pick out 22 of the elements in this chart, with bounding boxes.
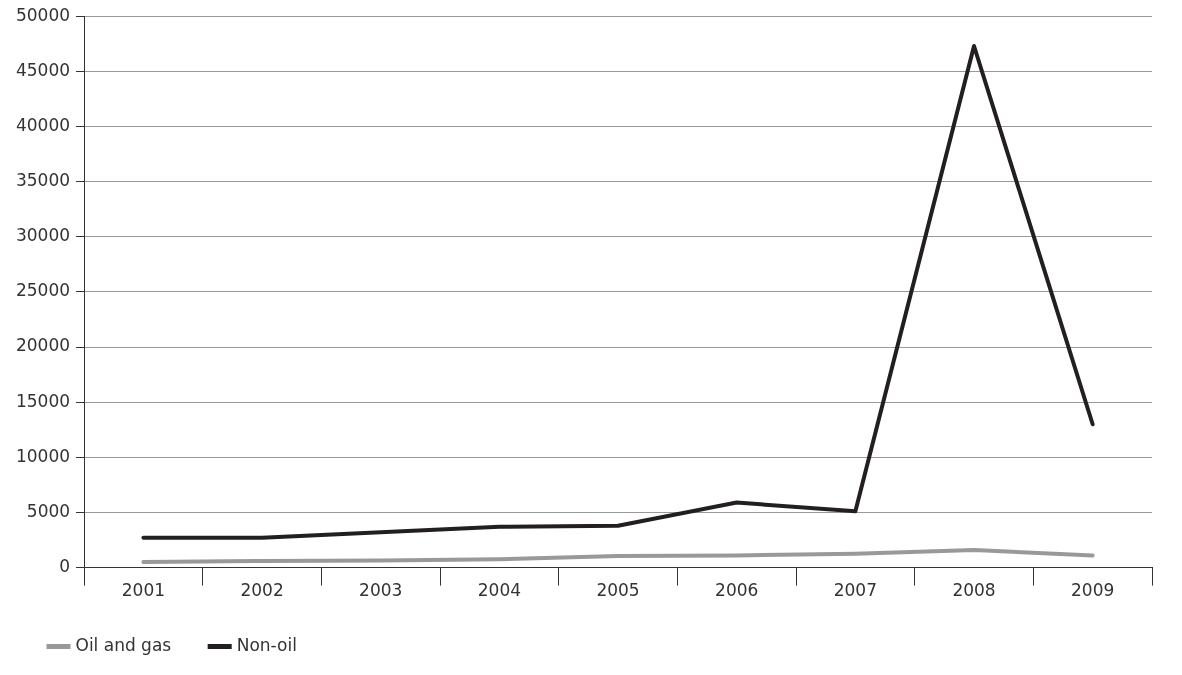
y-tick-label: 40000 bbox=[15, 114, 71, 135]
x-tick-label: 2004 bbox=[477, 580, 522, 601]
y-tick-label: 25000 bbox=[15, 280, 71, 301]
y-tick-label: 0 bbox=[59, 556, 71, 577]
x-tick-label: 2009 bbox=[1071, 580, 1115, 601]
y-tick-label: 15000 bbox=[15, 390, 71, 411]
y-tick-label: 45000 bbox=[15, 59, 71, 80]
legend-label: Non-oil bbox=[236, 634, 297, 655]
x-tick-label: 2007 bbox=[833, 580, 877, 601]
y-tick-label: 20000 bbox=[15, 335, 71, 356]
x-tick-label: 2006 bbox=[715, 580, 759, 601]
y-tick-label: 5000 bbox=[26, 500, 71, 521]
y-tick-label: 50000 bbox=[15, 4, 71, 25]
x-tick-label: 2001 bbox=[121, 580, 166, 601]
y-tick-label: 30000 bbox=[15, 225, 71, 246]
y-tick-label: 35000 bbox=[15, 170, 71, 191]
y-tick-label: 10000 bbox=[15, 445, 71, 466]
x-tick-label: 2005 bbox=[596, 580, 640, 601]
x-tick-label: 2008 bbox=[952, 580, 996, 601]
x-tick-label: 2003 bbox=[359, 580, 403, 601]
legend-label: Oil and gas bbox=[75, 634, 172, 655]
x-tick-label: 2002 bbox=[240, 580, 284, 601]
